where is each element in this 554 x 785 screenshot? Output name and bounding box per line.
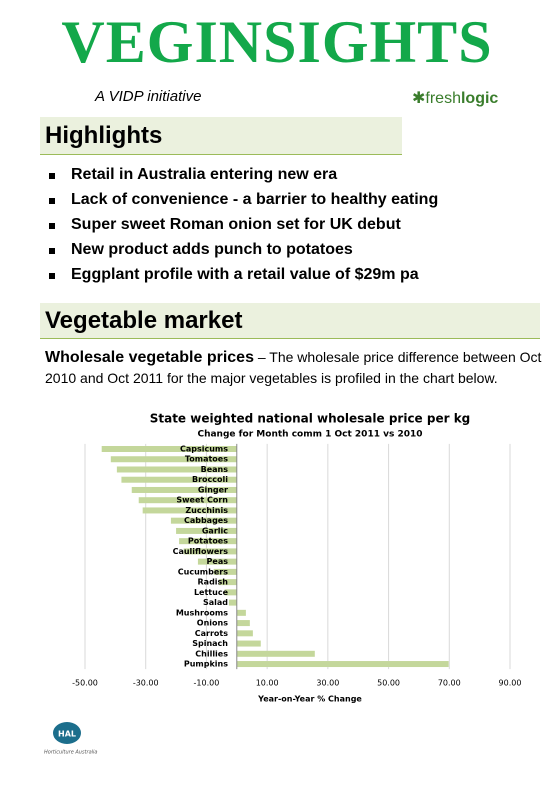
chart-subtitle: Change for Month comm 1 Oct 2011 vs 2010 bbox=[197, 430, 422, 440]
bar bbox=[236, 650, 315, 657]
tagline: A VIDP initiative bbox=[95, 88, 202, 105]
category-label: Onions bbox=[197, 619, 228, 628]
logo-logic: logic bbox=[460, 90, 499, 107]
lead: Wholesale vegetable prices bbox=[45, 349, 254, 366]
logo-fresh: fresh bbox=[425, 90, 461, 107]
bar bbox=[101, 446, 237, 452]
footer-logo: HAL Horticulture Australia bbox=[44, 722, 98, 756]
category-label: Cabbages bbox=[184, 516, 228, 525]
x-tick-label: -50.00 bbox=[72, 679, 98, 688]
category-label: Lettuce bbox=[194, 588, 229, 597]
bar bbox=[197, 558, 237, 565]
bar bbox=[228, 599, 237, 606]
logo: ✱freshlogic bbox=[412, 90, 499, 107]
category-label: Cucumbers bbox=[178, 567, 228, 576]
category-label: Cauliflowers bbox=[173, 547, 229, 556]
bar bbox=[224, 589, 237, 596]
market-heading: Vegetable market bbox=[40, 303, 540, 339]
x-tick-label: -30.00 bbox=[133, 679, 159, 688]
chart-title: State weighted national wholesale price … bbox=[150, 412, 471, 426]
category-label: Carrots bbox=[195, 629, 228, 638]
bar bbox=[236, 609, 246, 616]
category-label: Radish bbox=[198, 578, 229, 587]
bar bbox=[218, 579, 237, 586]
x-tick-label: 90.00 bbox=[499, 679, 522, 688]
bar bbox=[176, 527, 237, 534]
category-label: Sweet Corn bbox=[176, 496, 228, 505]
category-label: Chillies bbox=[195, 649, 228, 658]
chart: State weighted national wholesale price … bbox=[72, 412, 522, 704]
bullet: New product adds punch to potatoes bbox=[45, 241, 438, 266]
category-label: Beans bbox=[201, 465, 229, 474]
bar bbox=[236, 661, 449, 668]
org-text: Horticulture Australia bbox=[44, 750, 98, 756]
category-label: Potatoes bbox=[188, 537, 228, 546]
category-label: Capsicums bbox=[180, 445, 228, 454]
highlights-heading: Highlights bbox=[40, 117, 402, 155]
bar bbox=[138, 497, 237, 504]
bullet: Retail in Australia entering new era bbox=[45, 166, 438, 191]
body-text: – The wholesale price difference between… bbox=[45, 349, 542, 386]
bar bbox=[183, 548, 237, 555]
category-label: Mushrooms bbox=[176, 608, 228, 617]
bullet: Lack of convenience - a barrier to healt… bbox=[45, 191, 438, 216]
bar bbox=[116, 466, 237, 473]
bar bbox=[170, 517, 237, 524]
category-label: Salad bbox=[203, 598, 228, 607]
x-tick-label: -10.00 bbox=[194, 679, 220, 688]
bullet: Super sweet Roman onion set for UK debut bbox=[45, 216, 438, 241]
logo-shape bbox=[53, 722, 81, 744]
category-label: Ginger bbox=[198, 485, 228, 494]
bar bbox=[179, 538, 237, 545]
x-axis-label: Year-on-Year % Change bbox=[257, 695, 362, 704]
highlights-list: Retail in Australia entering new era Lac… bbox=[45, 166, 438, 291]
title: VEGINSIGHTS bbox=[61, 9, 493, 75]
category-label: Pumpkins bbox=[184, 660, 228, 669]
category-label: Peas bbox=[207, 557, 229, 566]
category-label: Tomatoes bbox=[185, 455, 228, 464]
x-tick-label: 10.00 bbox=[256, 679, 279, 688]
x-tick-label: 50.00 bbox=[377, 679, 400, 688]
category-label: Zucchinis bbox=[185, 506, 228, 515]
category-label: Spinach bbox=[192, 639, 228, 648]
category-label: Broccoli bbox=[192, 475, 228, 484]
bar bbox=[236, 620, 250, 627]
bar bbox=[142, 507, 237, 514]
bar bbox=[121, 476, 237, 483]
category-label: Garlic bbox=[202, 526, 228, 535]
bar bbox=[236, 640, 261, 647]
logo-text: HAL bbox=[58, 730, 76, 739]
bar bbox=[110, 456, 237, 463]
bullet: Eggplant profile with a retail value of … bbox=[45, 266, 438, 291]
x-tick-label: 70.00 bbox=[438, 679, 461, 688]
bar bbox=[236, 630, 253, 637]
bar bbox=[213, 568, 237, 575]
paragraph: Wholesale vegetable prices – The wholesa… bbox=[45, 347, 545, 388]
bar bbox=[131, 486, 237, 493]
x-tick-label: 30.00 bbox=[316, 679, 339, 688]
